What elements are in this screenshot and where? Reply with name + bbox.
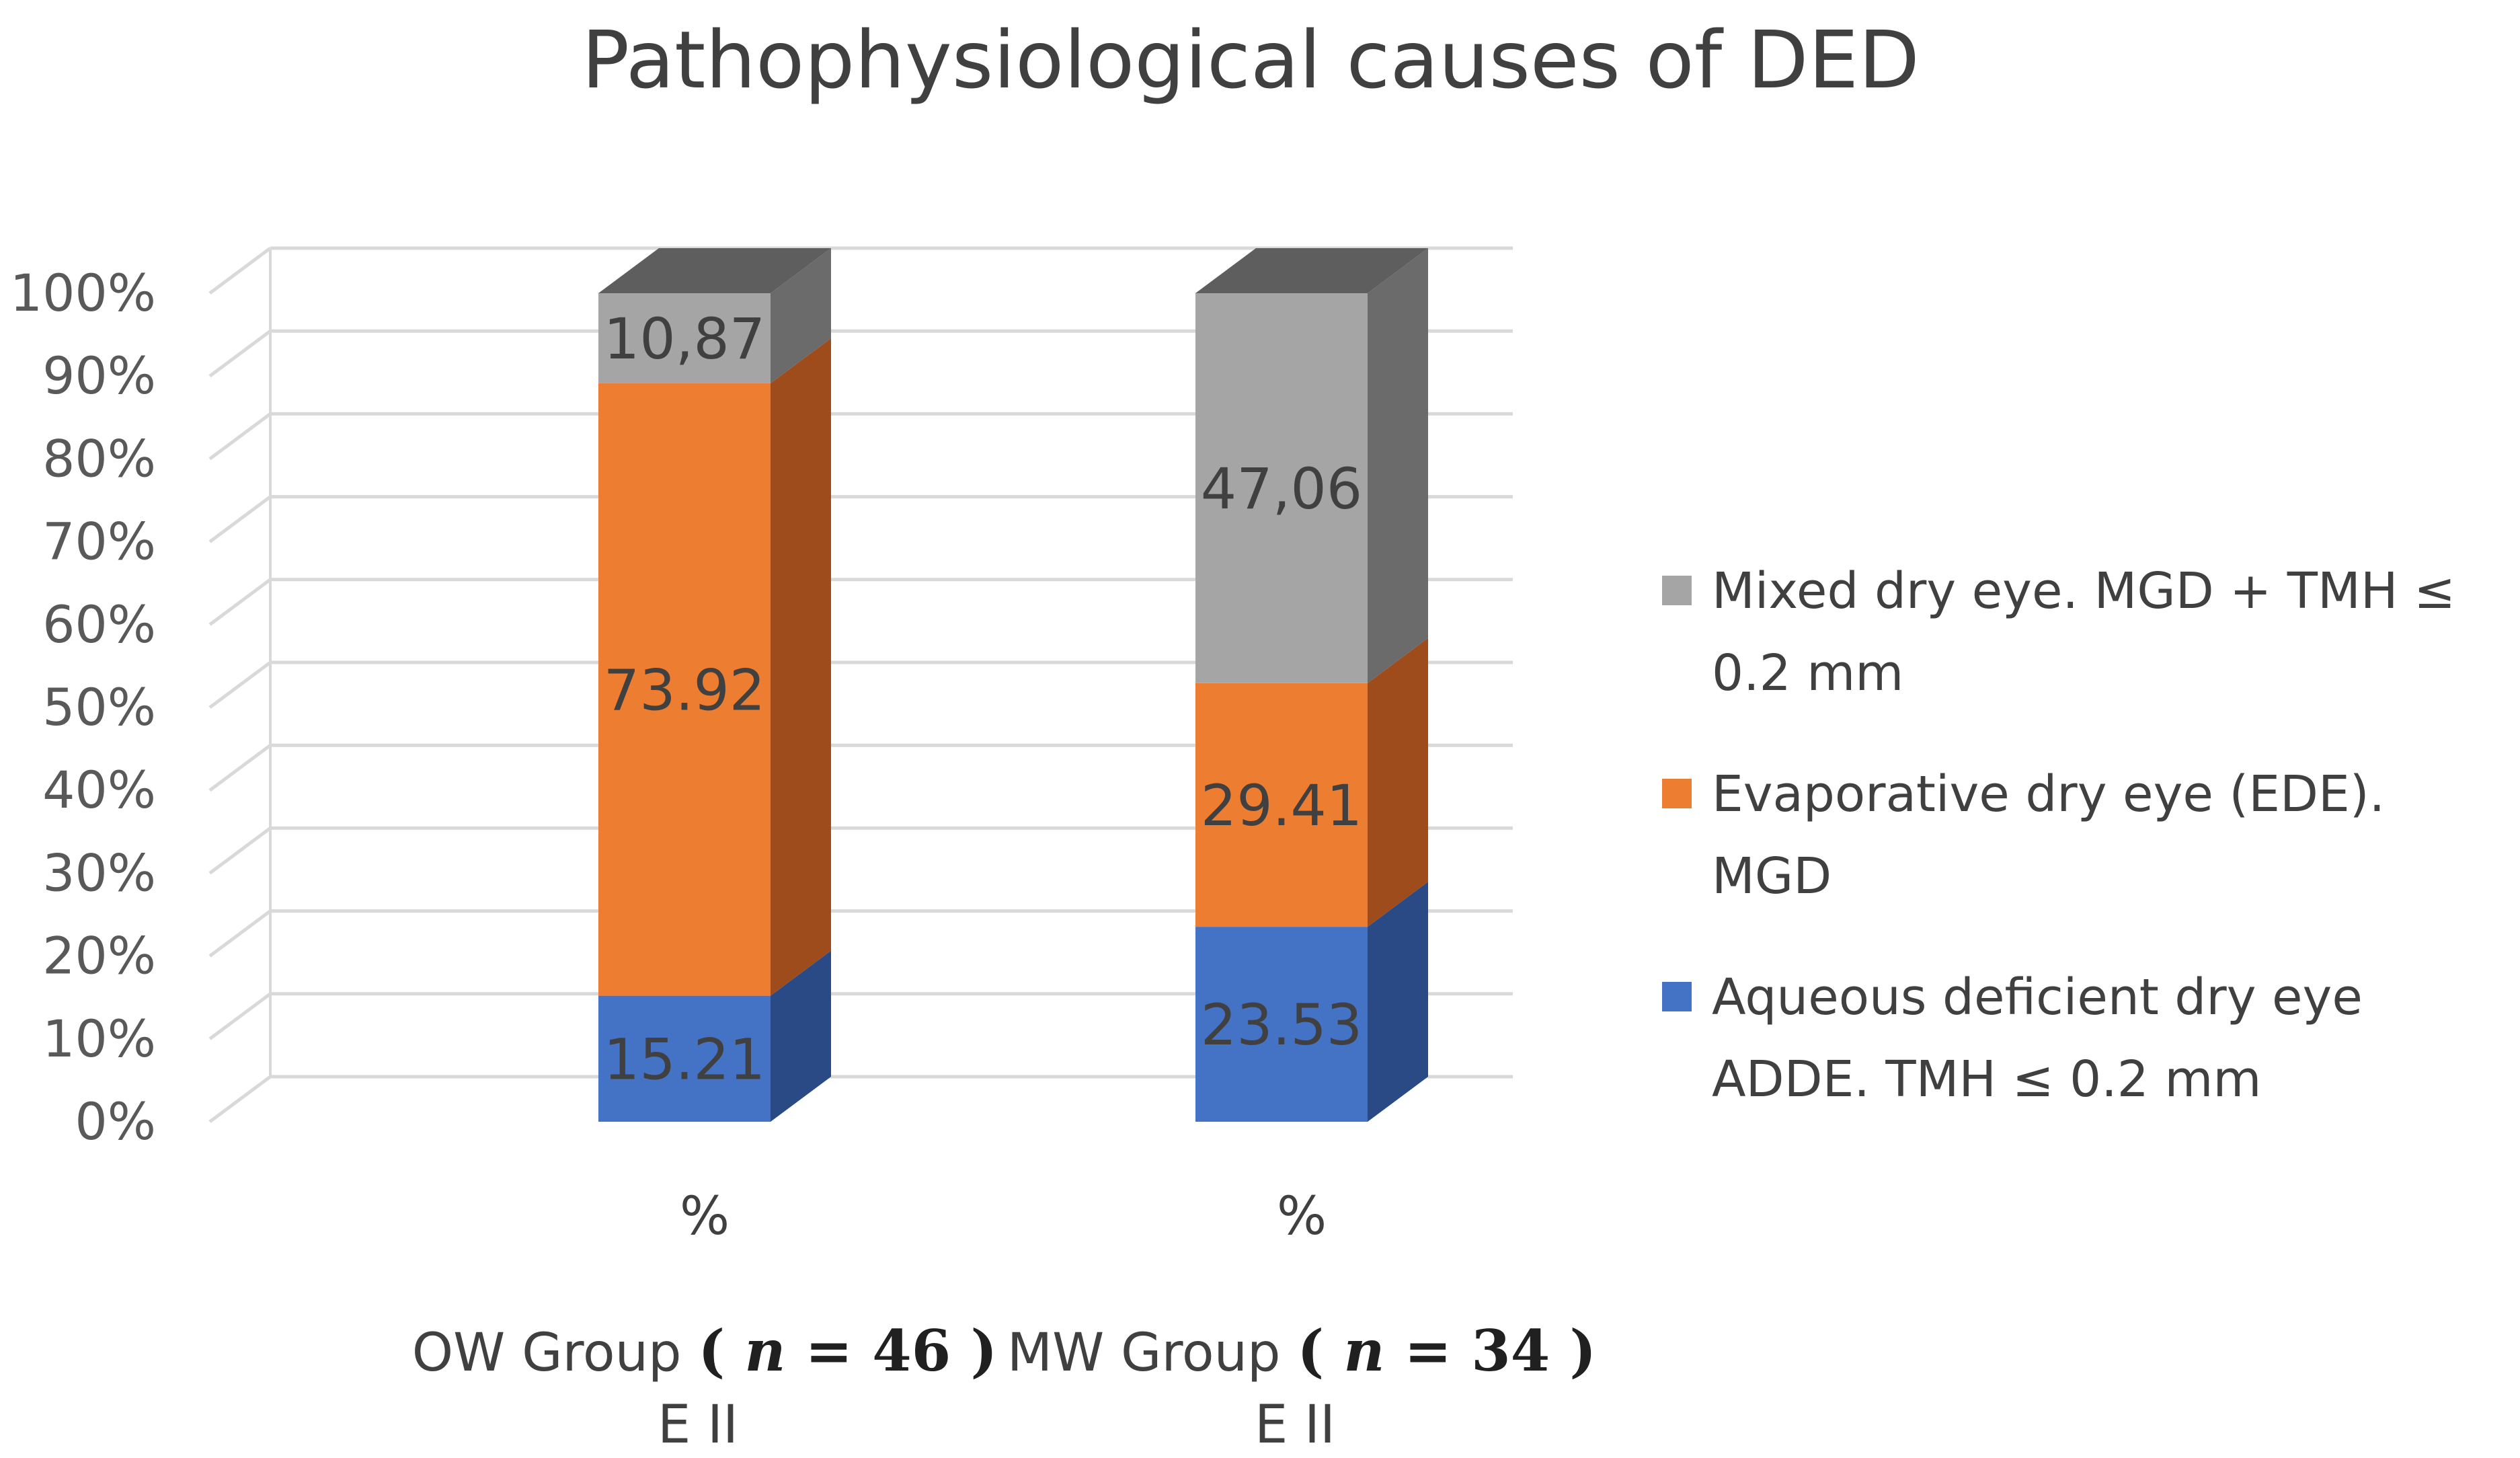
y-axis-ticks: 0% 10% 20% 30% 40% 50% 60% 70% 80% 90% 100% <box>10 263 156 1151</box>
bar-segment <box>1195 293 1368 683</box>
y-tick-label: 40% <box>42 760 156 820</box>
category-label: % <box>680 1186 730 1247</box>
gridline-depth <box>208 909 272 958</box>
legend-swatch <box>1662 982 1692 1011</box>
data-label: 15.21 <box>604 1026 765 1092</box>
legend-label: 0.2 mm <box>1712 644 1903 702</box>
bar-labels: 15.21 73.92 10,87 23.53 29.41 47,06 <box>604 306 1362 1092</box>
gridline-depth <box>208 660 272 709</box>
gridline-depth <box>208 1075 272 1124</box>
gridline-depth <box>208 246 272 295</box>
legend-label: Evaporative dry eye (EDE). <box>1712 765 2385 823</box>
bar-top <box>598 248 831 293</box>
bar-top <box>1195 248 1428 293</box>
gridline-depth <box>208 578 272 626</box>
data-label: 29.41 <box>1201 773 1362 839</box>
category-group-label: OW Group ( n = 46 ) <box>412 1317 997 1384</box>
category-group-label: MW Group ( n = 34 ) <box>1007 1317 1596 1384</box>
bar-segment <box>1195 683 1368 927</box>
bars <box>598 248 1428 1122</box>
y-tick-label: 70% <box>42 512 156 572</box>
y-tick-label: 50% <box>42 677 156 737</box>
legend-label: Aqueous deficient dry eye <box>1712 968 2363 1026</box>
category-label: % <box>1277 1186 1327 1247</box>
bar-segment <box>598 995 771 1122</box>
y-tick-label: 60% <box>42 594 156 654</box>
bar-segment-side <box>771 950 831 1122</box>
legend: Mixed dry eye. MGD + TMH ≤ 0.2 mm Evaporat… <box>1662 562 2455 1108</box>
bar-segment-side <box>1368 248 1428 683</box>
gridline-depth <box>208 412 272 461</box>
data-label: 10,87 <box>604 306 765 372</box>
legend-label: Mixed dry eye. MGD + TMH ≤ <box>1712 562 2455 620</box>
y-tick-label: 10% <box>42 1009 156 1069</box>
gridline-depth <box>208 827 272 875</box>
bar-segment-side <box>771 248 831 383</box>
bar-segment-side <box>771 338 831 996</box>
bar-segment-side <box>1368 882 1428 1122</box>
y-tick-label: 0% <box>75 1091 156 1151</box>
bar-segment <box>598 383 771 996</box>
category-sub-label: E II <box>658 1395 738 1455</box>
legend-swatch <box>1662 779 1692 808</box>
gridline-depth <box>208 992 272 1040</box>
category-labels: % OW Group ( n = 46 ) E II% MW Group ( n = … <box>412 1186 1596 1455</box>
y-tick-label: 100% <box>10 263 156 323</box>
legend-swatch <box>1662 576 1692 605</box>
data-label: 73.92 <box>604 657 765 723</box>
y-tick-label: 20% <box>42 926 156 986</box>
chart-title: Pathophysiological causes of DED <box>582 13 1920 106</box>
legend-label: ADDE. TMH ≤ 0.2 mm <box>1712 1050 2262 1108</box>
gridline-depth <box>208 744 272 792</box>
bar-segment-side <box>1368 638 1428 927</box>
gridline-depth <box>208 330 272 378</box>
data-label: 23.53 <box>1201 992 1362 1058</box>
y-tick-label: 90% <box>42 346 156 406</box>
category-sub-label: E II <box>1255 1395 1335 1455</box>
gridline-depth <box>208 495 272 543</box>
y-tick-label: 30% <box>42 843 156 903</box>
legend-label: MGD <box>1712 847 1832 905</box>
data-label: 47,06 <box>1201 456 1362 522</box>
y-tick-label: 80% <box>42 428 156 488</box>
bar-segment <box>1195 927 1368 1122</box>
bar-segment <box>598 293 771 383</box>
